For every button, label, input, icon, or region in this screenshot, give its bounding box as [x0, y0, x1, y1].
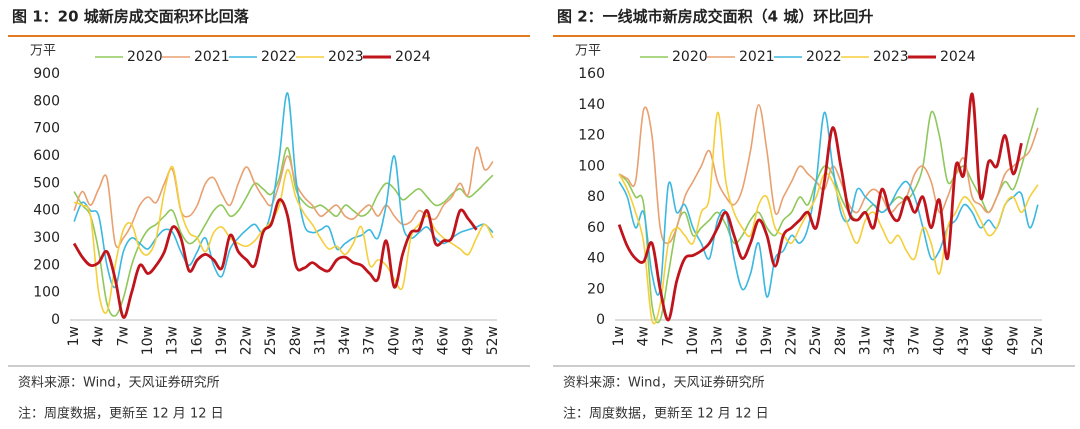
- series-line: [618, 103, 1039, 245]
- x-tick-label: 28w: [288, 326, 304, 355]
- chart-panel: 图 1：20 城新房成交面积环比回落万平资料来源：Wind，天风证券研究所注：周…: [8, 8, 530, 422]
- y-tick-label: 900: [33, 66, 60, 82]
- x-tick-label: 31w: [857, 326, 873, 355]
- legend-label: 2023: [328, 49, 364, 65]
- x-tick-label: 46w: [981, 326, 997, 355]
- y-tick-label: 200: [33, 257, 60, 273]
- x-tick-label: 37w: [907, 326, 923, 355]
- x-tick-label: 46w: [436, 326, 452, 355]
- y-tick-label: 300: [33, 230, 60, 246]
- y-tick-label: 800: [33, 93, 60, 109]
- series-line: [73, 146, 494, 317]
- x-tick-label: 34w: [337, 326, 353, 355]
- x-tick-label: 1w: [611, 326, 627, 346]
- x-tick-label: 25w: [263, 326, 279, 355]
- x-tick-label: 7w: [660, 326, 676, 346]
- x-tick-label: 4w: [91, 326, 107, 346]
- y-tick-label: 500: [33, 175, 60, 191]
- x-tick-label: 1w: [66, 326, 82, 346]
- chart-panel: 图 2：一线城市新房成交面积（4 城）环比回升万平资料来源：Wind，天风证券研…: [553, 8, 1075, 422]
- y-unit: 万平: [30, 44, 56, 59]
- x-tick-label: 34w: [882, 326, 898, 355]
- y-tick-label: 160: [578, 66, 605, 82]
- x-tick-label: 4w: [636, 326, 652, 346]
- series-line: [73, 165, 494, 314]
- y-tick-label: 20: [587, 281, 605, 297]
- legend-label: 2022: [261, 49, 297, 65]
- x-tick-label: 40w: [931, 326, 947, 355]
- x-tick-label: 25w: [808, 326, 824, 355]
- x-tick-label: 22w: [239, 326, 255, 355]
- x-tick-label: 43w: [411, 326, 427, 355]
- y-tick-label: 100: [578, 158, 605, 174]
- legend-label: 2022: [806, 49, 842, 65]
- chart-title: 图 1：20 城新房成交面积环比回落: [12, 8, 250, 26]
- y-tick-label: 140: [578, 97, 605, 113]
- y-tick-label: 40: [587, 251, 605, 267]
- legend-label: 2020: [127, 49, 163, 65]
- x-tick-label: 49w: [460, 326, 476, 355]
- x-tick-label: 10w: [685, 326, 701, 355]
- x-tick-label: 40w: [386, 326, 402, 355]
- x-tick-label: 13w: [165, 326, 181, 355]
- y-tick-label: 0: [51, 312, 60, 328]
- chart-title: 图 2：一线城市新房成交面积（4 城）环比回升: [557, 8, 873, 26]
- x-tick-label: 16w: [189, 326, 205, 355]
- x-tick-label: 10w: [140, 326, 156, 355]
- legend-label: 2023: [873, 49, 909, 65]
- source: 资料来源：Wind，天风证券研究所: [18, 375, 220, 391]
- x-tick-label: 22w: [784, 326, 800, 355]
- legend-label: 2021: [739, 49, 775, 65]
- x-tick-label: 7w: [115, 326, 131, 346]
- y-tick-label: 400: [33, 203, 60, 219]
- y-tick-label: 80: [587, 189, 605, 205]
- source: 资料来源：Wind，天风证券研究所: [563, 375, 765, 391]
- legend-label: 2024: [395, 49, 431, 65]
- y-unit: 万平: [575, 44, 601, 59]
- x-tick-label: 43w: [956, 326, 972, 355]
- legend-label: 2021: [194, 49, 230, 65]
- y-tick-label: 120: [578, 128, 605, 144]
- x-tick-label: 37w: [362, 326, 378, 355]
- x-tick-label: 49w: [1005, 326, 1021, 355]
- legend-label: 2020: [672, 49, 708, 65]
- series-line: [617, 92, 1023, 322]
- x-tick-label: 16w: [734, 326, 750, 355]
- y-tick-label: 700: [33, 121, 60, 137]
- y-tick-label: 0: [596, 312, 605, 328]
- y-tick-label: 600: [33, 148, 60, 164]
- y-tick-label: 60: [587, 220, 605, 236]
- legend-label: 2024: [940, 49, 976, 65]
- x-tick-label: 31w: [312, 326, 328, 355]
- series-line: [73, 146, 494, 249]
- series-line: [72, 198, 478, 319]
- x-tick-label: 19w: [759, 326, 775, 355]
- series-line: [618, 111, 1039, 298]
- x-tick-label: 52w: [485, 326, 501, 355]
- y-tick-label: 100: [33, 285, 60, 301]
- x-tick-label: 19w: [214, 326, 230, 355]
- x-tick-label: 28w: [833, 326, 849, 355]
- note: 注：周度数据，更新至 12 月 12 日: [18, 406, 224, 422]
- x-tick-label: 13w: [710, 326, 726, 355]
- note: 注：周度数据，更新至 12 月 12 日: [563, 406, 769, 422]
- x-tick-label: 52w: [1030, 326, 1046, 355]
- series-line: [73, 92, 494, 289]
